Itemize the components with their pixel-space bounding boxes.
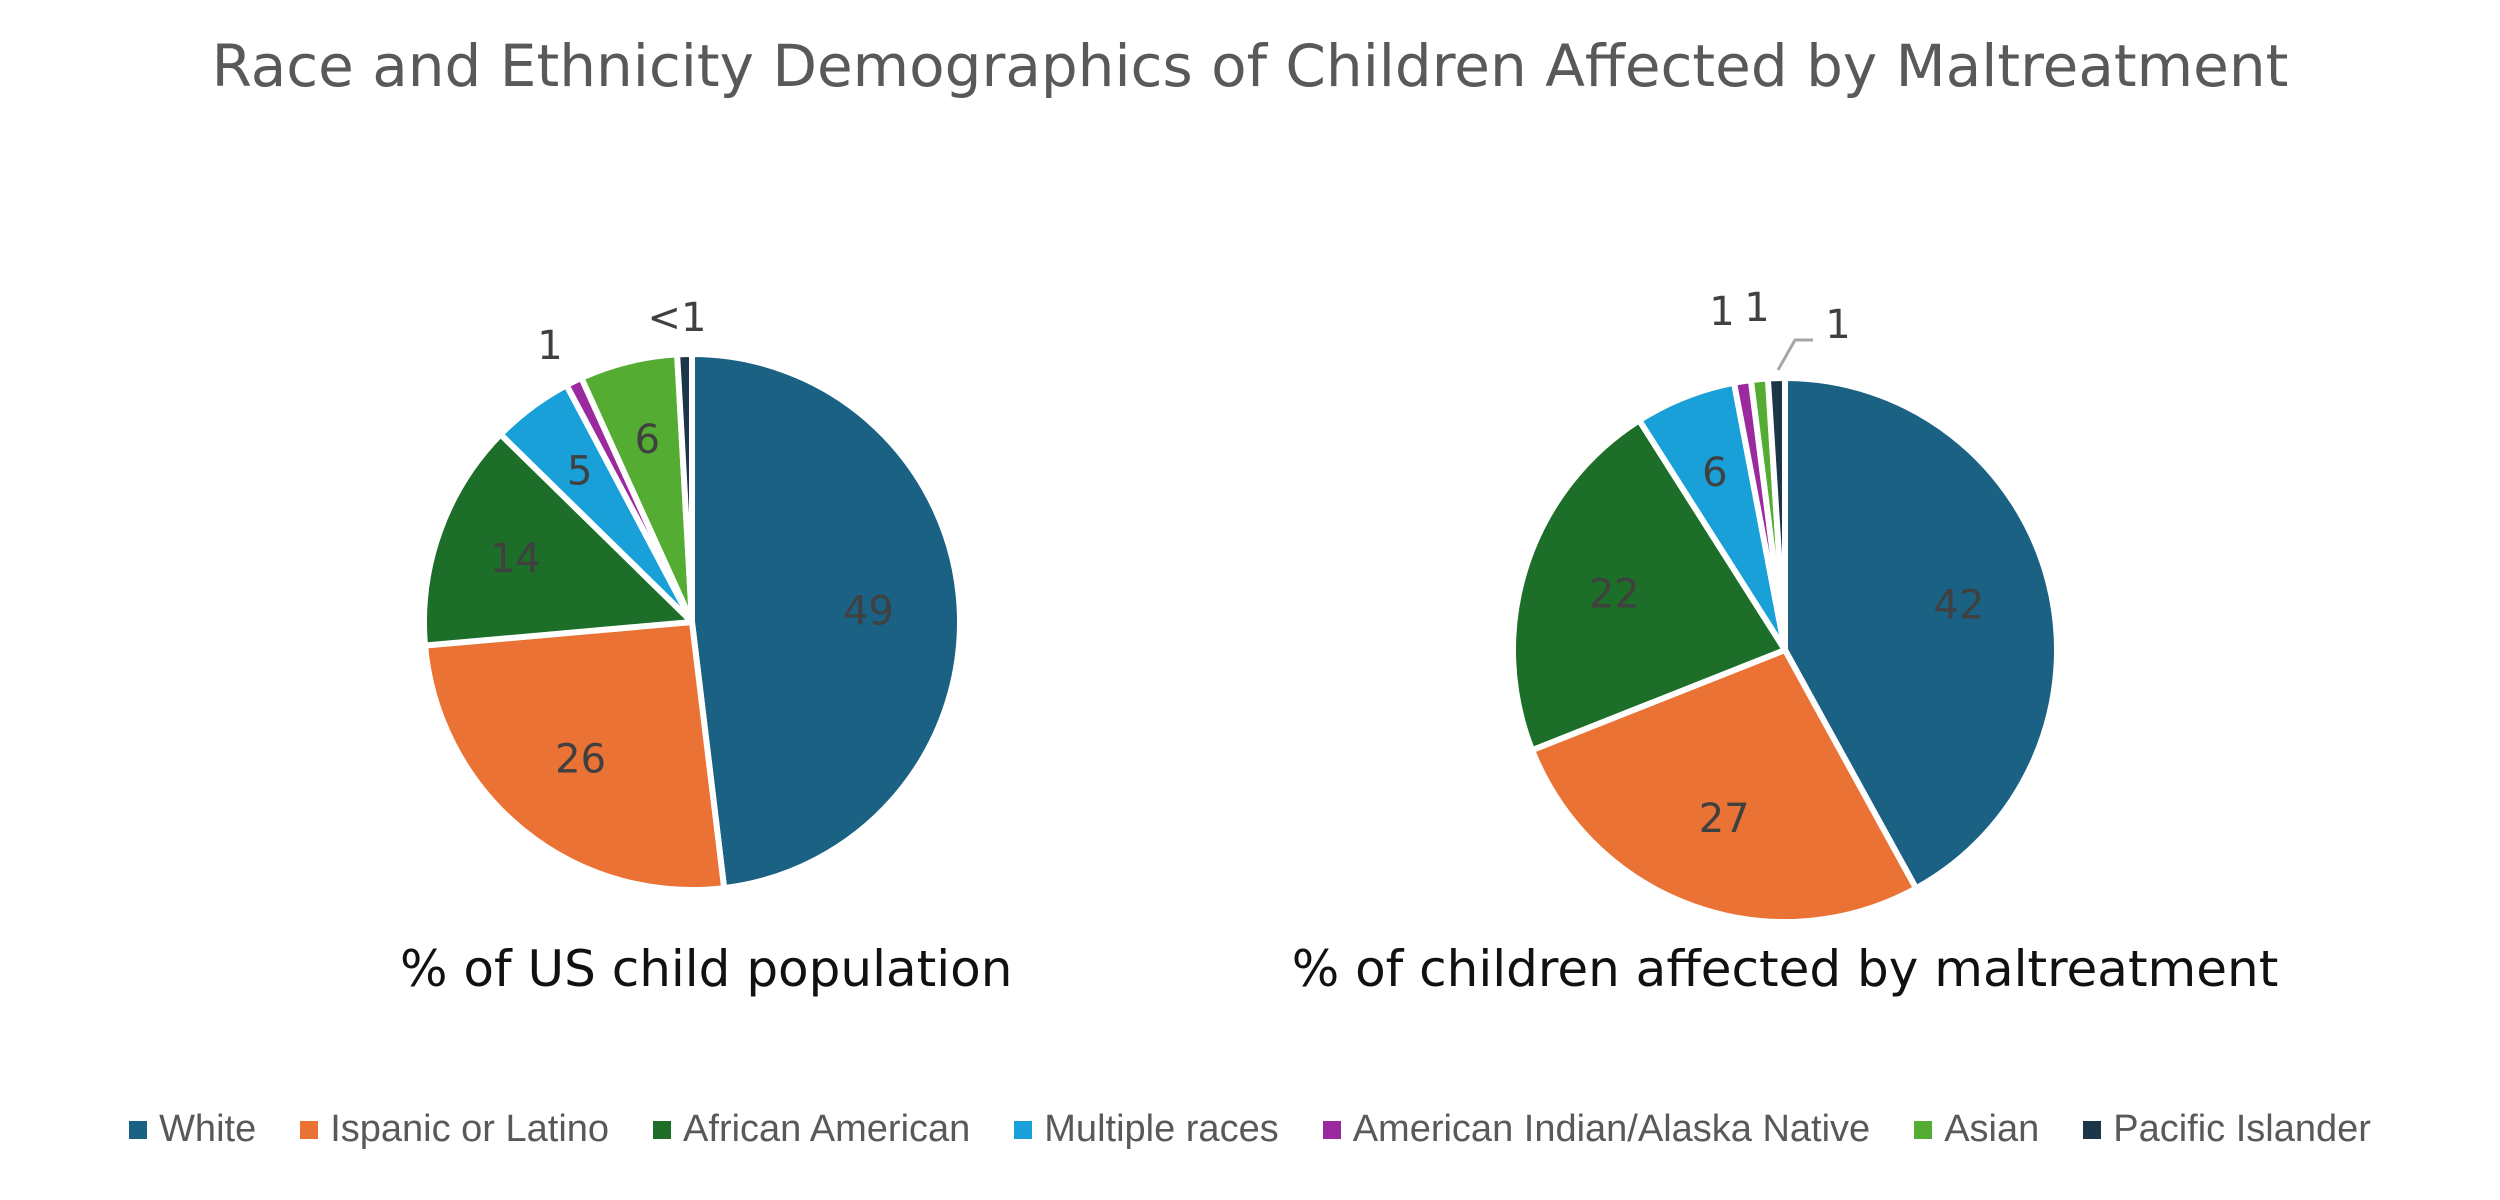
pie-slice-african-american xyxy=(1510,417,1788,754)
pie-slice-white xyxy=(1782,375,2060,892)
pie-slice-white xyxy=(689,351,963,892)
data-label-asian: 6 xyxy=(635,417,660,463)
pie-chart-1: 49 26 14 5 1 6 <1 xyxy=(421,295,963,893)
data-label-pacific-islander: <1 xyxy=(648,295,707,341)
legend-item-ispanic-or-latino: Ispanic or Latino xyxy=(300,1108,609,1151)
legend-label-pacific-islander: Pacific Islander xyxy=(2113,1108,2371,1150)
legend-swatch-african-american xyxy=(653,1120,672,1139)
chart-title: Race and Ethnicity Demographics of Child… xyxy=(211,32,2289,100)
data-label-asian: 1 xyxy=(1744,285,1769,331)
legend-swatch-asian xyxy=(1914,1120,1933,1139)
legend-swatch-multiple-races xyxy=(1014,1120,1033,1139)
data-label-american-indian-alaska-native: 1 xyxy=(537,323,562,369)
data-label-ispanic-or-latino: 27 xyxy=(1699,796,1750,842)
legend-item-white: White xyxy=(129,1108,256,1151)
legend-swatch-american-indian-alaska-native xyxy=(1322,1120,1341,1139)
legend-item-african-american: African American xyxy=(653,1108,970,1151)
data-label-african-american: 22 xyxy=(1589,572,1640,618)
legend: White Ispanic or Latino African American Mu… xyxy=(0,1108,2500,1151)
pie-slice-pacific-islander xyxy=(1764,375,1788,653)
data-label-pacific-islander: 1 xyxy=(1825,302,1850,348)
leader-line-pacific-islander xyxy=(1776,338,1813,371)
pie-slice-ispanic-or-latino xyxy=(422,619,728,893)
pie-slice-ispanic-or-latino xyxy=(1529,647,1920,925)
legend-item-asian: Asian xyxy=(1914,1108,2039,1151)
legend-label-american-indian-alaska-native: American Indian/Alaska Native xyxy=(1352,1108,1871,1150)
legend-label-asian: Asian xyxy=(1944,1108,2040,1150)
legend-swatch-ispanic-or-latino xyxy=(300,1120,319,1139)
pie-slice-african-american xyxy=(421,431,695,649)
legend-label-african-american: African American xyxy=(683,1108,971,1150)
legend-swatch-pacific-islander xyxy=(2083,1120,2102,1139)
legend-item-american-indian-alaska-native: American Indian/Alaska Native xyxy=(1322,1108,1871,1151)
data-label-white: 49 xyxy=(843,588,894,634)
pie-caption-us-population: % of US child population xyxy=(400,940,1013,998)
legend-item-pacific-islander: Pacific Islander xyxy=(2083,1108,2371,1151)
data-label-multiple-races: 6 xyxy=(1702,450,1727,496)
legend-item-multiple-races: Multiple races xyxy=(1014,1108,1279,1151)
data-label-african-american: 14 xyxy=(490,536,541,582)
data-label-multiple-races: 5 xyxy=(567,449,592,495)
pie-caption-maltreatment: % of children affected by maltreatment xyxy=(1291,940,2279,998)
legend-label-multiple-races: Multiple races xyxy=(1044,1108,1279,1150)
data-label-ispanic-or-latino: 26 xyxy=(555,736,606,782)
pie-slice-pacific-islander xyxy=(674,351,695,625)
legend-swatch-white xyxy=(129,1120,148,1139)
data-label-american-indian-alaska-native: 1 xyxy=(1709,289,1734,335)
data-label-white: 42 xyxy=(1933,582,1984,628)
legend-label-white: White xyxy=(159,1108,257,1150)
legend-label-ispanic-or-latino: Ispanic or Latino xyxy=(330,1108,610,1150)
